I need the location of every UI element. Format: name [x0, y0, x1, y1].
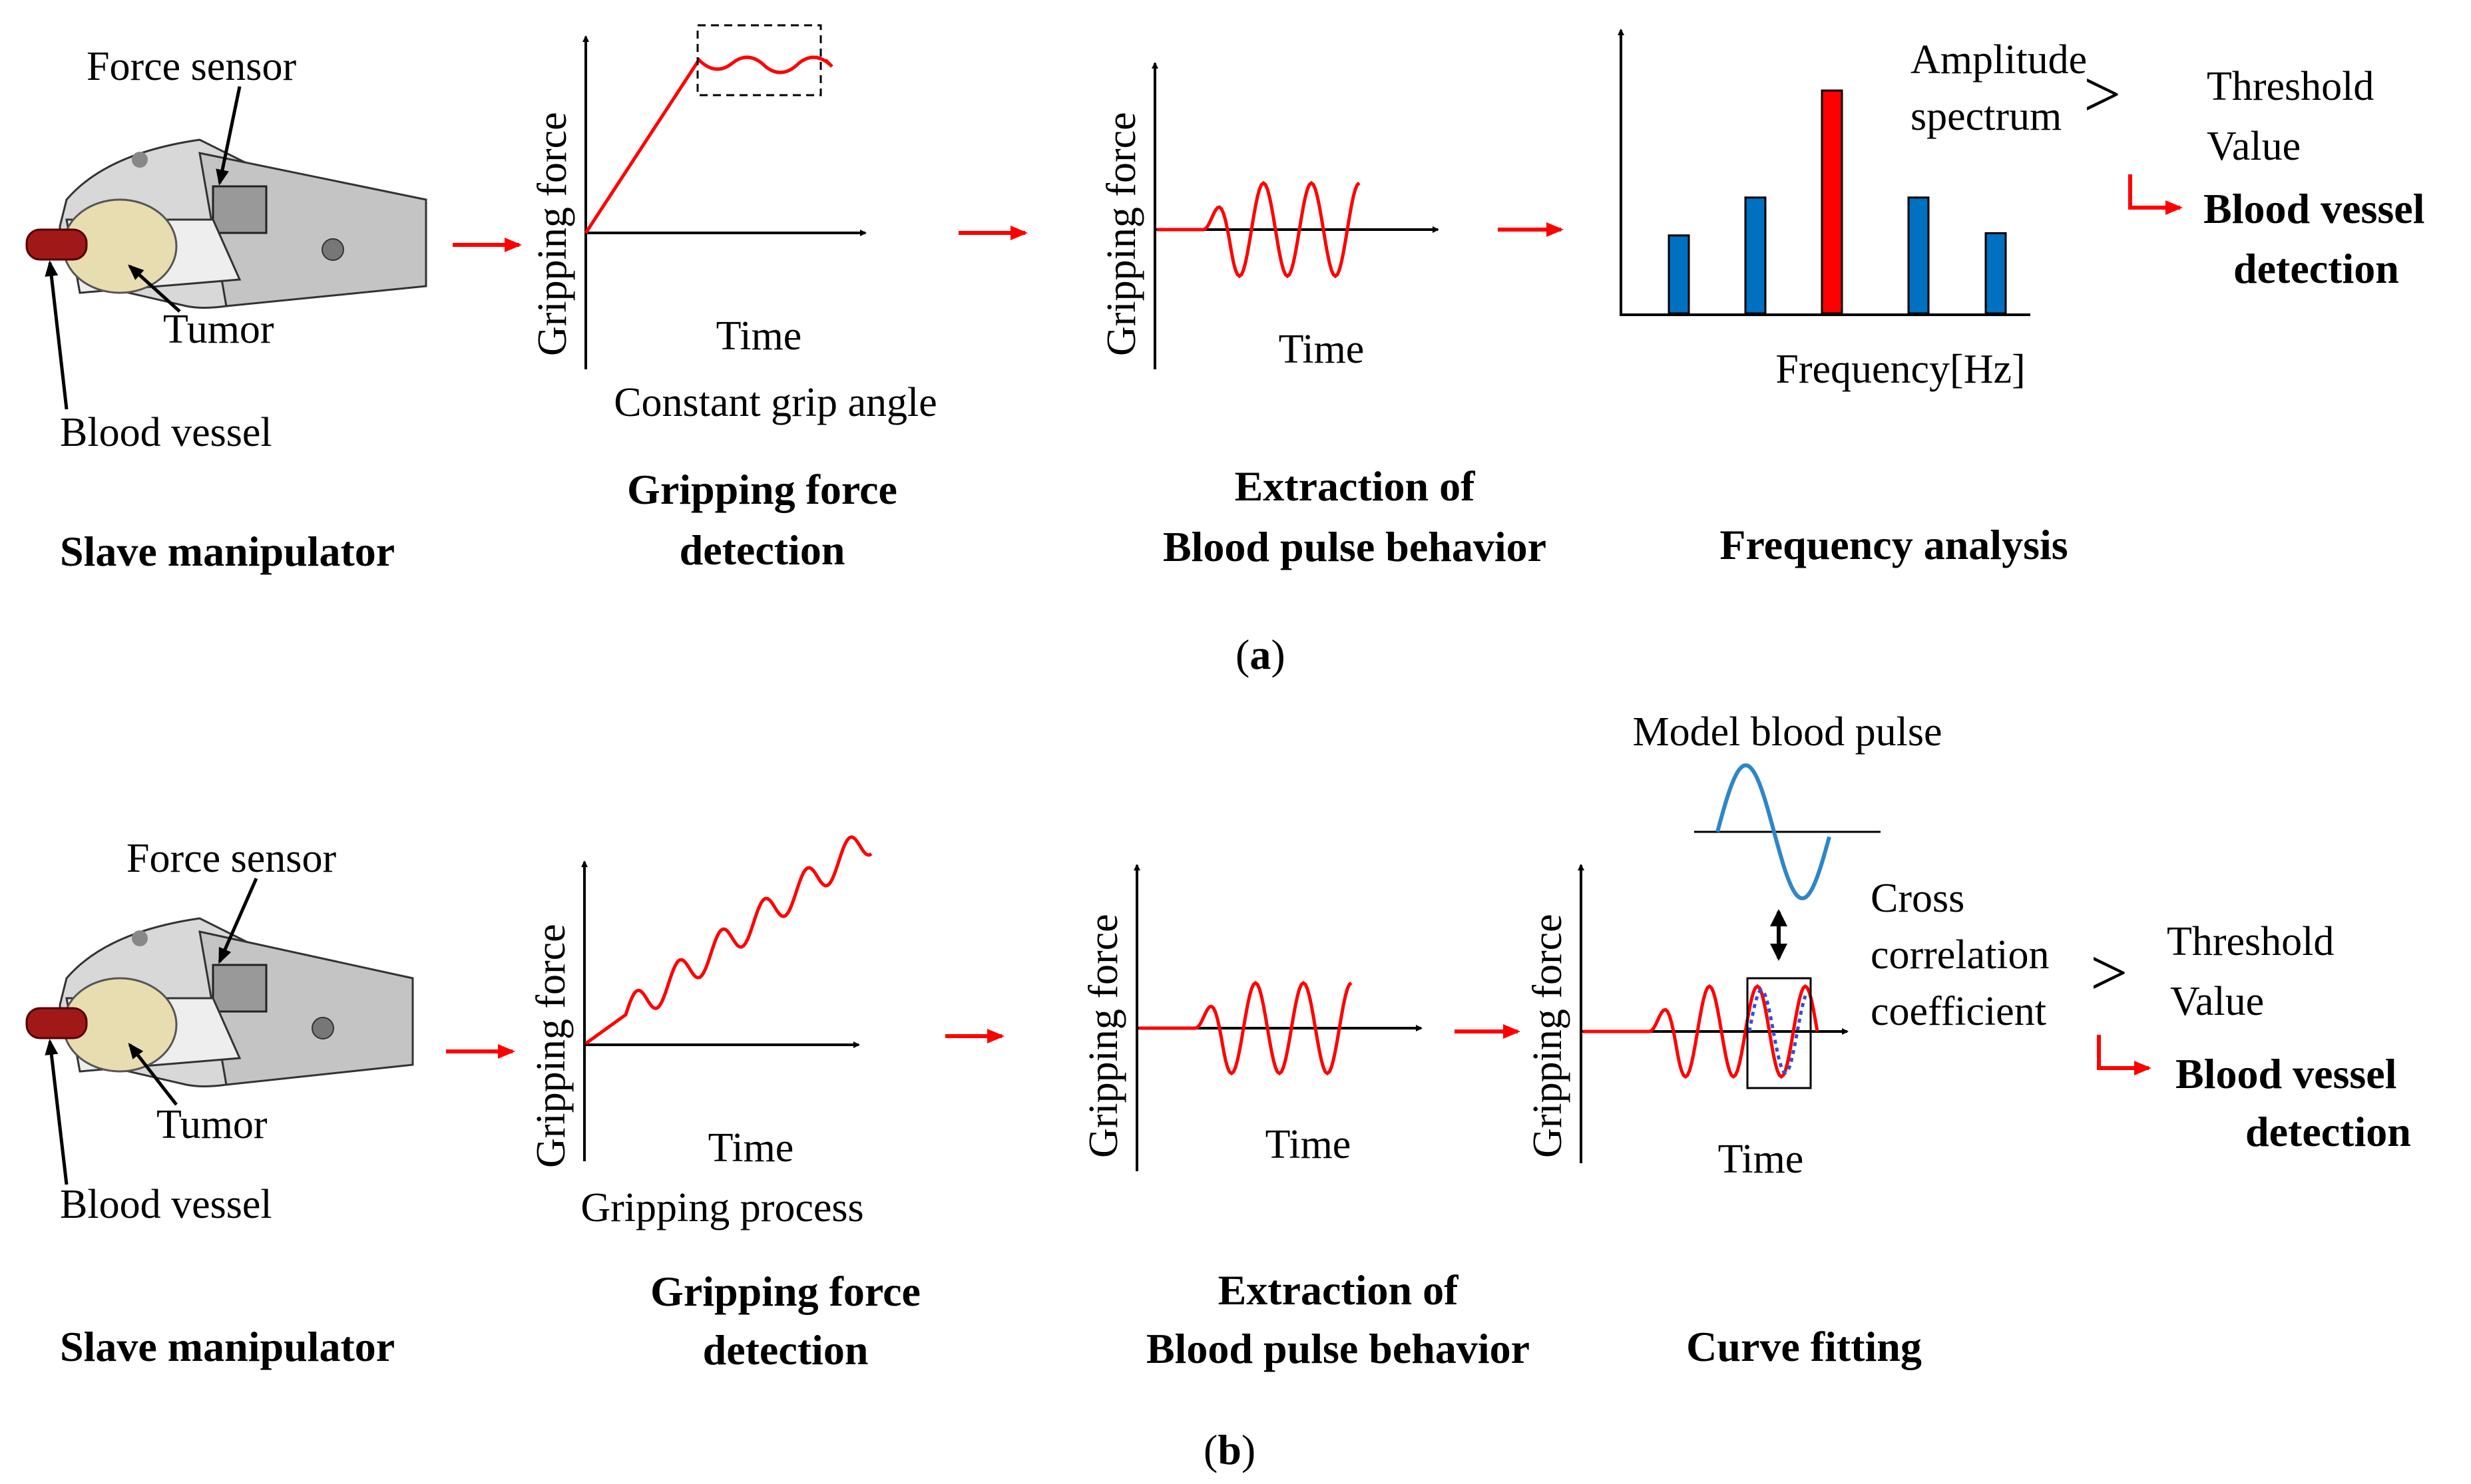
- threshold-a-line1: Threshold: [2207, 64, 2374, 109]
- manipulator-illustration-a: [25, 138, 427, 309]
- fit-window-box: [1746, 977, 1812, 1089]
- force-sensor-block-b: [212, 964, 268, 1013]
- gripping-title-b-line2: detection: [703, 1326, 869, 1374]
- extraction-xlabel-a: Time: [1279, 327, 1365, 372]
- threshold-a-line2: Value: [2207, 124, 2301, 169]
- curve-ylabel: Gripping force: [1525, 914, 1570, 1158]
- extraction-title-b-line2: Blood pulse behavior: [1146, 1325, 1530, 1372]
- gripping-xlabel-b: Time: [708, 1125, 794, 1171]
- force-sensor-label-b: Force sensor: [126, 836, 336, 881]
- fit-signal: [1583, 984, 1819, 1079]
- greater-than-b: >: [2090, 936, 2128, 1010]
- curve-fitting-chart: [1578, 864, 1849, 1163]
- frequency-title: Frequency analysis: [1719, 521, 2068, 568]
- blood-vessel-label-b: Blood vessel: [60, 1182, 272, 1227]
- blood-vessel-shape: [25, 228, 88, 261]
- manipulator-illustration-b: [25, 917, 414, 1087]
- spectrum-bar: [1668, 234, 1690, 315]
- spectrum-bar: [1821, 89, 1843, 315]
- result-arrow-b: [2097, 1035, 2151, 1075]
- cc-line1: Cross: [1871, 876, 1964, 921]
- blood-vessel-shape-b: [25, 1007, 88, 1039]
- greater-than-a: >: [2084, 57, 2121, 131]
- slave-manipulator-title-b: Slave manipulator: [60, 1323, 395, 1370]
- result-arrow-a: [2128, 174, 2183, 215]
- gripping-signal-b: [584, 835, 873, 1045]
- curve-xlabel: Time: [1718, 1137, 1804, 1182]
- frequency-chart-a: [1618, 29, 2030, 316]
- result-b-line1: Blood vessel: [2175, 1050, 2396, 1097]
- extraction-title-a-line2: Blood pulse behavior: [1163, 523, 1546, 570]
- result-a-line1: Blood vessel: [2203, 185, 2424, 232]
- gripping-title-a-line1: Gripping force: [627, 466, 897, 513]
- extraction-chart-b: [1134, 864, 1423, 1171]
- blood-vessel-label: Blood vessel: [60, 410, 272, 455]
- force-sensor-block: [212, 185, 268, 234]
- curve-fitting-title: Curve fitting: [1686, 1323, 1922, 1370]
- gripping-title-b-line1: Gripping force: [650, 1268, 921, 1315]
- amplitude-spectrum-line1: Amplitude: [1910, 37, 2087, 83]
- pulse-signal-a: [1157, 180, 1361, 279]
- cc-line3: coefficient: [1871, 989, 2046, 1034]
- result-a-line2: detection: [2233, 245, 2399, 292]
- slave-manipulator-title: Slave manipulator: [60, 528, 395, 575]
- model-blood-pulse-label: Model blood pulse: [1633, 709, 1942, 755]
- extraction-title-b-line1: Extraction of: [1218, 1266, 1459, 1314]
- spectrum-bar: [1907, 196, 1930, 315]
- model-pulse-curve: [1715, 763, 1831, 900]
- gripping-ylabel-b: Gripping force: [529, 924, 574, 1168]
- extraction-title-a-line1: Extraction of: [1235, 463, 1476, 510]
- panel-a: Force sensor Tumor Blood vessel Slave ma…: [25, 24, 2424, 678]
- extraction-ylabel-b: Gripping force: [1081, 914, 1126, 1158]
- gripping-ylabel-a: Gripping force: [530, 112, 575, 356]
- spectrum-bar: [1984, 232, 2007, 315]
- amplitude-spectrum-line2: spectrum: [1910, 94, 2062, 139]
- gripping-chart-a: [582, 24, 867, 369]
- threshold-b-line1: Threshold: [2167, 919, 2334, 964]
- cc-line2: correlation: [1871, 932, 2050, 978]
- frequency-xlabel: Frequency[Hz]: [1775, 347, 2025, 392]
- spectrum-bar: [1744, 196, 1767, 315]
- extraction-ylabel-a: Gripping force: [1099, 112, 1144, 356]
- zoom-box: [696, 24, 822, 96]
- tumor-label: Tumor: [163, 307, 274, 352]
- spectrum-bars: [1668, 89, 2007, 315]
- threshold-b-line2: Value: [2170, 979, 2264, 1024]
- caption-b: (b): [1204, 1426, 1255, 1473]
- force-sensor-label: Force sensor: [87, 44, 296, 89]
- extraction-xlabel-b: Time: [1265, 1122, 1351, 1167]
- caption-a: (a): [1236, 631, 1285, 678]
- tumor-label-b: Tumor: [156, 1102, 268, 1147]
- gripping-title-a-line2: detection: [680, 526, 845, 574]
- gripping-note-a: Constant grip angle: [614, 380, 937, 425]
- panel-b: Force sensor Tumor Blood vessel Slave ma…: [25, 709, 2411, 1473]
- gripping-signal-a: [584, 55, 833, 234]
- result-b-line2: detection: [2245, 1108, 2411, 1155]
- pulse-signal-b: [1139, 980, 1353, 1076]
- gripping-note-b: Gripping process: [580, 1185, 863, 1230]
- gripping-chart-b: [581, 835, 873, 1161]
- gripping-xlabel-a: Time: [716, 313, 802, 359]
- extraction-chart-a: [1152, 62, 1439, 369]
- model-pulse: [1694, 763, 1881, 900]
